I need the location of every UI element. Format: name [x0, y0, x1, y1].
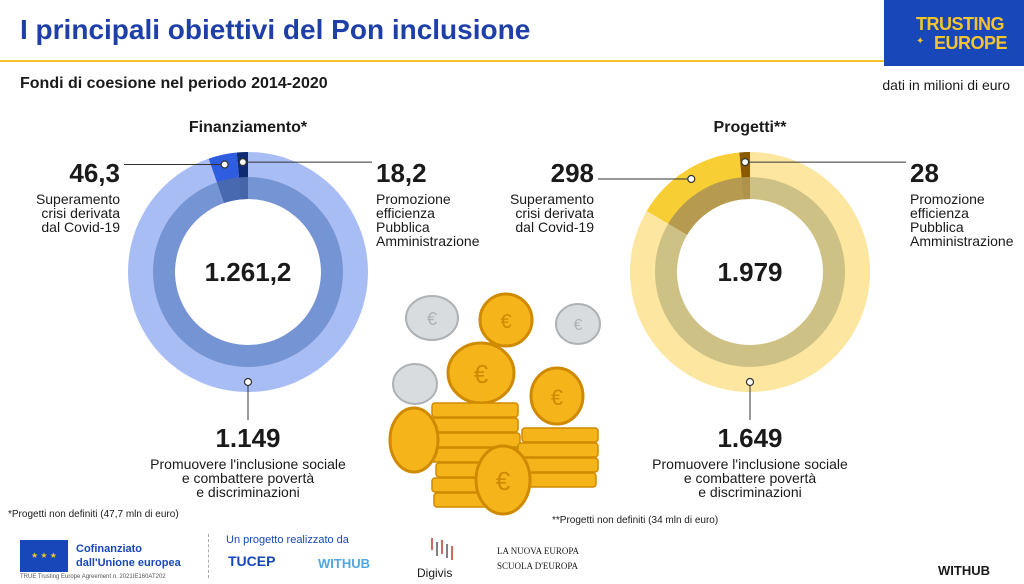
- progetti-covid-label: crisi derivata: [515, 205, 594, 221]
- finanziamento-inclusione-marker: [243, 377, 253, 387]
- eu-flag-icon: ★ ★ ★: [20, 540, 68, 572]
- progetti-slice-covid: [646, 152, 744, 235]
- finanziamento-covid-marker: [220, 160, 229, 169]
- eu-cofunding-line2: dall'Unione europea: [76, 557, 181, 569]
- finanziamento-pa-label: Amministrazione: [376, 233, 480, 249]
- page-title: I principali obiettivi del Pon inclusion…: [20, 14, 531, 45]
- progetti-pa-label: Amministrazione: [910, 233, 1014, 249]
- progetti-covid-marker: [687, 174, 696, 184]
- withhub-brand: WITHUB: [938, 563, 990, 578]
- progetti-inclusione-label: Promuovere l'inclusione sociale: [652, 456, 848, 472]
- progetti-inclusione-marker: [745, 377, 755, 387]
- progetti-inclusione-label: e combattere povertà: [684, 470, 817, 486]
- realized-by-label: Un progetto realizzato da: [226, 534, 349, 546]
- digivis-mark-icon: [431, 538, 453, 560]
- finanziamento-covid-label: crisi derivata: [41, 205, 120, 221]
- tucep-logo: TUCEP: [228, 553, 276, 569]
- agreement-number: TRUE Trusting Europe Agreement n. 2021IE…: [20, 574, 166, 580]
- withhub-partner-logo: WITHUB: [318, 556, 370, 571]
- progetti-title: Progetti**: [714, 119, 788, 136]
- svg-text:€: €: [474, 359, 489, 389]
- finanziamento-pa-marker: [238, 158, 247, 167]
- progetti-covid-label: dal Covid-19: [515, 219, 594, 235]
- footnote-progetti: **Progetti non definiti (34 mln di euro): [552, 515, 719, 526]
- units-note: dati in milioni di euro: [882, 77, 1010, 93]
- progetti-total-label: 1.979: [717, 257, 782, 287]
- finanziamento-pa-label: efficienza: [376, 205, 435, 221]
- progetti-covid-label: Superamento: [510, 191, 594, 207]
- nuova-europa-logo: LA NUOVA EUROPA: [497, 546, 580, 556]
- svg-text:€: €: [500, 311, 511, 333]
- finanziamento-covid-label: Superamento: [36, 191, 120, 207]
- finanziamento-pa-value: 18,2: [376, 158, 427, 188]
- svg-text:€: €: [427, 309, 437, 329]
- finanziamento-total-label: 1.261,2: [205, 257, 292, 287]
- chart-subtitle: Fondi di coesione nel periodo 2014-2020: [20, 75, 328, 92]
- coins-illustration-icon: € € € € € €: [388, 292, 601, 516]
- finanziamento-title: Finanziamento*: [189, 119, 308, 136]
- finanziamento-covid-value: 46,3: [69, 158, 120, 188]
- progetti-covid-value: 298: [551, 158, 594, 188]
- svg-text:€: €: [574, 317, 583, 334]
- digivis-logo: Digivis: [417, 566, 453, 580]
- footer-divider: [208, 534, 210, 578]
- finanziamento-inclusione-label: Promuovere l'inclusione sociale: [150, 456, 346, 472]
- finanziamento-pa-label: Promozione: [376, 191, 451, 207]
- progetti-inclusione-label: e discriminazioni: [698, 484, 801, 500]
- footnote-finanziamento: *Progetti non definiti (47,7 mln di euro…: [8, 509, 179, 520]
- progetti-inclusione-value: 1.649: [717, 423, 782, 453]
- trusting-europe-badge: TRUSTING ✦ EUROPE: [884, 0, 1024, 66]
- finanziamento-inclusione-label: e discriminazioni: [196, 484, 299, 500]
- progetti-pa-label: Pubblica: [910, 219, 964, 235]
- finanziamento-covid-label: dal Covid-19: [41, 219, 120, 235]
- badge-text-line1: TRUSTING: [916, 14, 1005, 34]
- finanziamento-inclusione-label: e combattere povertà: [182, 470, 315, 486]
- badge-text-line2: EUROPE: [934, 33, 1008, 53]
- svg-text:€: €: [551, 385, 563, 410]
- progetti-inner-band-highlight: [668, 177, 750, 235]
- eu-stars-icon: ✦: [916, 36, 925, 47]
- finanziamento-pa-label: Pubblica: [376, 219, 430, 235]
- finanziamento-inclusione-value: 1.149: [215, 423, 280, 453]
- finanziamento-inner-band-highlight: [216, 177, 248, 204]
- eu-cofunding-line1: Cofinanziato: [76, 543, 142, 555]
- progetti-pa-label: Promozione: [910, 191, 985, 207]
- svg-text:€: €: [496, 466, 511, 496]
- progetti-pa-label: efficienza: [910, 205, 969, 221]
- title-underline: [0, 60, 884, 62]
- progetti-pa-marker: [741, 158, 750, 167]
- progetti-pa-value: 28: [910, 158, 939, 188]
- scuola-europa-logo: SCUOLA D'EUROPA: [497, 561, 579, 571]
- eu-cofunding-text: Cofinanziato dall'Unione europea: [76, 542, 181, 570]
